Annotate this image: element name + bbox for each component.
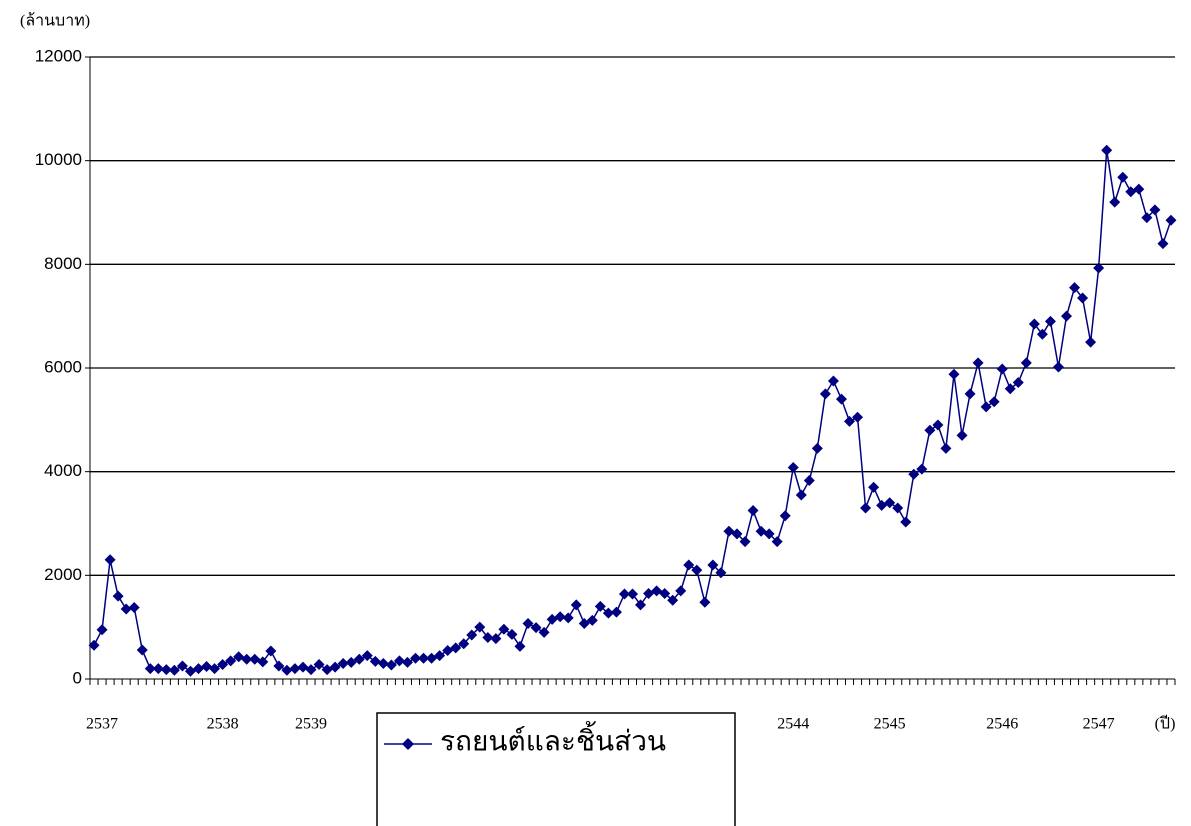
data-point: [289, 663, 300, 674]
y-tick-label: 4000: [44, 461, 82, 480]
legend: รถยนต์และชิ้นส่วน: [377, 713, 735, 826]
data-point: [1061, 311, 1072, 322]
x-tick-label: 2537: [86, 716, 118, 733]
data-point: [989, 396, 1000, 407]
data-point: [868, 482, 879, 493]
data-point: [571, 599, 582, 610]
data-point: [699, 597, 710, 608]
data-point: [378, 658, 389, 669]
data-point: [924, 425, 935, 436]
data-point: [1157, 238, 1168, 249]
data-point: [965, 388, 976, 399]
data-point: [97, 624, 108, 635]
data-point: [563, 612, 574, 623]
data-point: [121, 604, 132, 615]
data-point: [691, 565, 702, 576]
data-point: [314, 659, 325, 670]
data-point: [1109, 197, 1120, 208]
y-tick-label: 12000: [35, 46, 82, 65]
data-point: [860, 502, 871, 513]
data-point: [836, 394, 847, 405]
chart: (ล้านบาท) (ปี) 0 2000 4000 6000 8000 10000 120…: [0, 0, 1191, 826]
data-point: [514, 641, 525, 652]
data-point: [780, 510, 791, 521]
x-tick-label: 2545: [874, 716, 906, 733]
data-point: [1053, 361, 1064, 372]
data-point: [137, 644, 148, 655]
data-point: [105, 554, 116, 565]
data-point: [1165, 215, 1176, 226]
y-tick-label: 0: [73, 668, 82, 687]
data-point: [932, 420, 943, 431]
y-axis-label: (ล้านบาท): [20, 12, 90, 30]
data-point: [981, 401, 992, 412]
x-tick-label: 2539: [295, 716, 327, 733]
data-point: [940, 443, 951, 454]
data-point: [1021, 357, 1032, 368]
x-axis-label: (ปี): [1155, 715, 1176, 733]
data-point: [916, 464, 927, 475]
data-point: [796, 489, 807, 500]
data-point: [973, 357, 984, 368]
data-point: [812, 443, 823, 454]
y-tick-label: 6000: [44, 357, 82, 376]
y-tick-label: 10000: [35, 150, 82, 169]
data-point: [627, 588, 638, 599]
data-point: [129, 602, 140, 613]
data-point: [506, 629, 517, 640]
data-point: [201, 661, 212, 672]
legend-label: รถยนต์และชิ้นส่วน: [440, 720, 666, 757]
x-tick-label: 2547: [1083, 716, 1115, 733]
data-point: [1085, 337, 1096, 348]
data-point: [113, 591, 124, 602]
data-point: [997, 364, 1008, 375]
x-tick-label: 2544: [777, 716, 809, 733]
y-tick-label: 2000: [44, 565, 82, 584]
data-point: [828, 375, 839, 386]
data-point: [748, 505, 759, 516]
x-tick-label: 2546: [986, 716, 1018, 733]
data-point: [892, 502, 903, 513]
data-point: [957, 430, 968, 441]
data-point: [900, 516, 911, 527]
data-point: [1101, 145, 1112, 156]
data-point: [1117, 172, 1128, 183]
data-point: [370, 656, 381, 667]
data-point: [820, 388, 831, 399]
y-tick-label: 8000: [44, 254, 82, 273]
data-point: [683, 559, 694, 570]
data-point: [265, 646, 276, 657]
data-point: [804, 475, 815, 486]
data-point: [948, 369, 959, 380]
x-tick-label: 2538: [207, 716, 239, 733]
data-point: [908, 469, 919, 480]
data-point: [1045, 316, 1056, 327]
data-point: [611, 607, 622, 618]
data-point: [635, 599, 646, 610]
